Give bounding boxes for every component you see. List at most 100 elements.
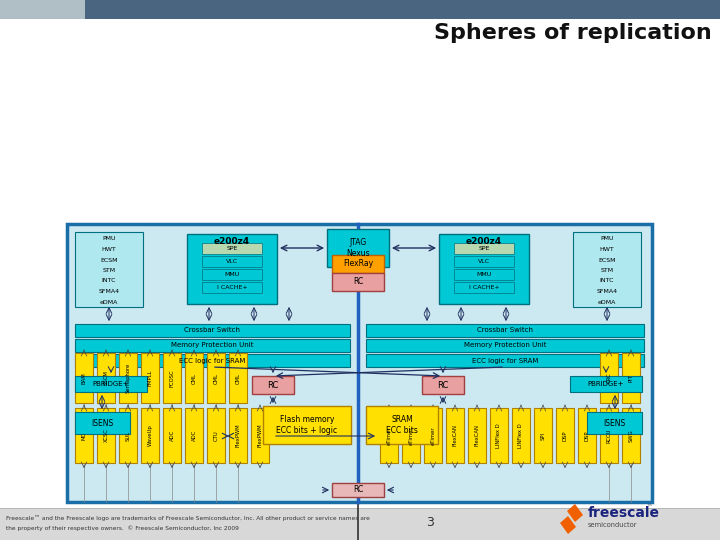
Text: Semaphore: Semaphore [125,363,130,393]
Bar [229,353,247,403]
Bar [512,408,530,463]
Text: the property of their respective owners.  © Freescale Semiconductor, Inc 2009: the property of their respective owners.… [6,525,239,531]
Bar [202,256,262,267]
Bar [207,353,225,403]
Text: SPE: SPE [478,246,490,251]
Text: FlexCAN: FlexCAN [474,424,480,447]
Text: PIT: PIT [629,374,634,382]
Text: BAM: BAM [81,372,86,384]
Text: FCOSC: FCOSC [169,369,174,387]
Text: SPE: SPE [226,246,238,251]
Text: MMU: MMU [477,272,492,277]
Bar [454,269,514,280]
Text: FlexPWM: FlexPWM [258,424,263,447]
Text: Memory Protection Unit: Memory Protection Unit [171,342,253,348]
Bar [622,353,640,403]
Text: Flash memory
ECC bits + logic: Flash memory ECC bits + logic [276,415,338,435]
Text: FlexRay: FlexRay [343,260,373,268]
Text: Crossbar Switch: Crossbar Switch [477,327,533,334]
Text: eTimer: eTimer [387,426,392,445]
Text: RC: RC [267,381,279,389]
Text: FMPLL: FMPLL [148,370,153,386]
Text: LINFlex D: LINFlex D [518,423,523,448]
Text: WaveUp: WaveUp [148,424,153,447]
Text: ISENS: ISENS [91,418,114,428]
Text: ™: ™ [646,505,652,510]
Bar [75,412,130,434]
Text: RC: RC [353,485,363,495]
Bar [163,353,181,403]
Bar [556,408,574,463]
Bar [75,354,350,367]
Bar [202,269,262,280]
Text: ECC logic for SRAM: ECC logic for SRAM [179,357,246,363]
Bar [600,353,618,403]
Bar [573,232,641,307]
Bar [600,408,618,463]
Text: FlexCAN: FlexCAN [452,424,457,447]
Text: STM: STM [600,268,613,273]
Bar [454,256,514,267]
Text: 3: 3 [426,516,434,530]
Bar [263,406,351,444]
Bar [587,412,642,434]
Text: CML: CML [192,373,197,383]
Bar [454,282,514,293]
Bar [366,406,438,444]
Text: CML: CML [235,373,240,383]
Text: LINFlex D: LINFlex D [497,423,502,448]
Polygon shape [567,504,583,522]
Text: Spheres of replication: Spheres of replication [434,23,712,43]
Bar [402,408,420,463]
Text: CTU: CTU [214,430,218,441]
Text: RC: RC [353,278,363,287]
Text: MC: MC [81,431,86,440]
Bar [163,408,181,463]
Text: JTAG
Nexus: JTAG Nexus [346,238,370,258]
Bar [75,339,350,352]
Bar [446,408,464,463]
Bar [622,408,640,463]
Text: FlexPWM: FlexPWM [235,424,240,447]
Text: DSP: DSP [585,430,590,441]
Bar [185,353,203,403]
Bar [187,234,277,304]
Text: eTimer: eTimer [408,426,413,445]
Text: ADC: ADC [192,430,197,441]
Bar [332,255,384,273]
Bar [332,483,384,497]
Text: VLC: VLC [226,259,238,264]
Bar [75,324,350,337]
Text: PBRIDGE+: PBRIDGE+ [93,381,130,387]
Polygon shape [560,516,576,534]
Text: ECSM: ECSM [100,258,118,262]
Text: e200z4: e200z4 [214,237,250,246]
Text: PMU: PMU [600,237,613,241]
Text: PBRIDGE+: PBRIDGE+ [588,381,624,387]
Bar [252,376,294,394]
Bar [439,234,529,304]
Bar [202,243,262,254]
Text: eDMA: eDMA [598,300,616,305]
Text: ADC: ADC [169,430,174,441]
Bar [185,408,203,463]
Text: PMU: PMU [102,237,116,241]
Text: SSCM: SSCM [104,370,109,386]
Text: DSP: DSP [562,430,567,441]
Bar [229,408,247,463]
Text: I CACHE+: I CACHE+ [217,285,247,290]
Text: CML: CML [214,373,218,383]
Bar [207,408,225,463]
Text: CRC: CRC [606,373,611,383]
Bar [202,282,262,293]
Text: INTC: INTC [600,279,614,284]
Bar [97,353,115,403]
Text: HWT: HWT [102,247,117,252]
Text: INTC: INTC [102,279,116,284]
Text: VLC: VLC [478,259,490,264]
Text: RC: RC [437,381,449,389]
Bar [366,354,644,367]
Bar [578,408,596,463]
Text: ISENS: ISENS [603,418,626,428]
Bar [75,376,147,392]
